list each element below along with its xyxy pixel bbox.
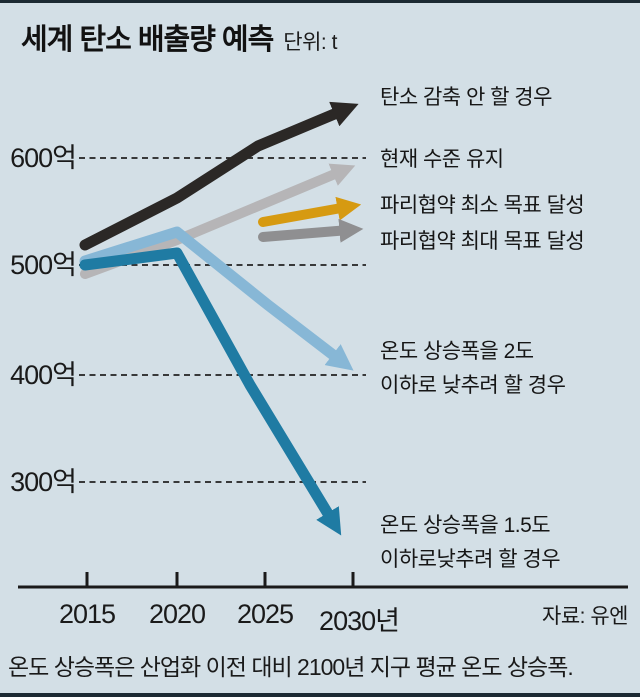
label-one-point-five-degrees: 온도 상승폭을 1.5도 이하로낮추려 할 경우 xyxy=(380,509,561,577)
label-one-point-five-line2: 이하로낮추려 할 경우 xyxy=(380,548,561,571)
y-axis-label-500: 500억 xyxy=(10,250,77,280)
label-no-reduction: 탄소 감축 안 할 경우 xyxy=(380,86,552,109)
series-line-paris-max-target xyxy=(258,218,364,243)
bottom-border-rule xyxy=(0,693,640,697)
x-axis-label-2015: 2015 xyxy=(58,599,116,629)
x-axis xyxy=(18,572,628,589)
label-one-point-five-line1: 온도 상승폭을 1.5도 xyxy=(380,514,551,537)
y-axis-label-400: 400억 xyxy=(10,360,77,390)
label-two-degrees-line1: 온도 상승폭을 2도 xyxy=(380,340,534,363)
label-current-level: 현재 수준 유지 xyxy=(380,148,504,171)
series-line-no-reduction xyxy=(79,101,359,251)
x-axis-label-2020: 2020 xyxy=(148,599,206,629)
series-line-paris-min-target xyxy=(258,196,362,227)
unit-label: 단위: t xyxy=(283,31,337,54)
y-axis-label-300: 300억 xyxy=(10,467,77,497)
label-paris-max: 파리협약 최대 목표 달성 xyxy=(380,230,585,253)
source-label: 자료: 유엔 xyxy=(542,605,628,628)
label-two-degrees-line2: 이하로 낮추려 할 경우 xyxy=(380,374,566,397)
x-axis-label-2025: 2025 xyxy=(236,599,294,629)
series-line-two-degrees xyxy=(79,226,354,371)
y-axis-label-600: 600억 xyxy=(10,143,77,173)
label-two-degrees: 온도 상승폭을 2도 이하로 낮추려 할 경우 xyxy=(380,335,566,403)
label-paris-min: 파리협약 최소 목표 달성 xyxy=(380,194,585,217)
x-axis-label-2030: 2030년 xyxy=(319,606,400,636)
chart-title: 세계 탄소 배출량 예측 xyxy=(21,24,274,56)
title-bar: 세계 탄소 배출량 예측 단위: t xyxy=(21,16,337,58)
footnote-text: 온도 상승폭은 산업화 이전 대비 2100년 지구 평균 온도 상승폭. xyxy=(8,654,574,680)
series-line-one-point-five-degrees xyxy=(79,247,342,536)
top-border-rule xyxy=(0,0,640,3)
